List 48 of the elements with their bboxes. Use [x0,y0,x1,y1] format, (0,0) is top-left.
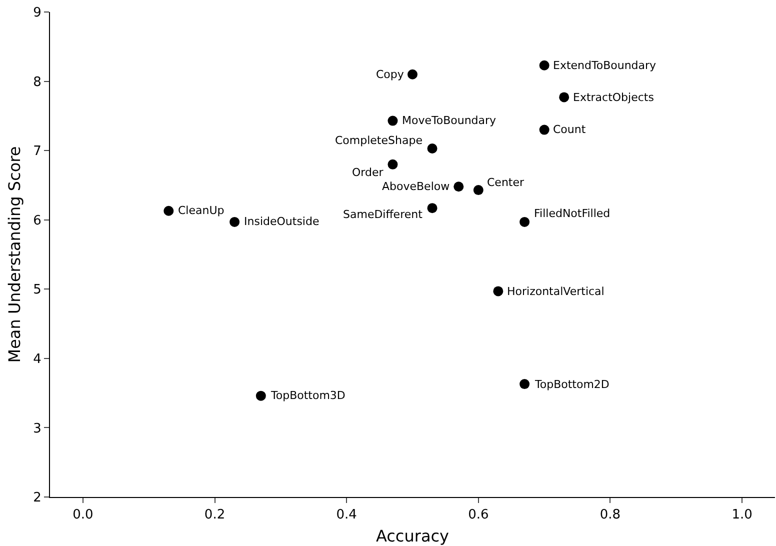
y-tick-label: 2 [33,490,42,506]
x-tick-label: 0.4 [336,508,357,523]
x-axis-title: Accuracy [376,526,450,546]
point [408,69,418,80]
point [427,143,438,154]
x-tick-label: 0.6 [468,508,489,523]
point [559,92,570,102]
y-tick-label: 8 [33,74,42,90]
annotation: ExtractObjects [573,91,654,104]
y-tick-label: 4 [33,352,42,367]
y-tick-label: 3 [33,421,42,436]
point [427,203,438,214]
annotation: Center [487,176,524,189]
point [539,60,550,70]
annotation: InsideOutside [244,215,320,228]
annotation: SameDifferent [343,208,424,221]
point [520,379,530,390]
point [539,124,550,135]
y-tick-label: 5 [33,282,42,298]
annotation: Order [352,166,384,179]
point [473,185,484,196]
annotation: Count [553,123,586,136]
y-tick-label: 9 [33,6,42,21]
annotation: Copy [376,68,404,81]
annotation: FilledNotFilled [534,207,610,220]
annotation: CompleteShape [335,134,423,147]
annotation: CleanUp [178,204,224,217]
y-tick-label: 7 [33,144,42,160]
point [164,206,174,216]
x-tick-label: 0.8 [600,508,621,523]
point [388,159,398,170]
annotation: ExtendToBoundary [553,59,657,72]
point [230,216,240,227]
x-tick-label: 0.0 [72,508,94,523]
annotation: AboveBelow [382,180,450,193]
point [256,390,266,401]
annotation: TopBottom3D [270,389,346,402]
x-tick-label: 0.2 [204,508,226,523]
y-tick-label: 6 [33,213,42,228]
point [454,182,464,192]
point [520,216,530,227]
point [388,116,398,126]
y-axis-title: Mean Understanding Score [5,146,24,363]
annotation: MoveToBoundary [402,114,497,127]
annotation: HorizontalVertical [507,285,604,298]
x-tick-label: 1.0 [732,508,752,523]
point [493,286,504,296]
annotation: TopBottom2D [534,378,610,391]
